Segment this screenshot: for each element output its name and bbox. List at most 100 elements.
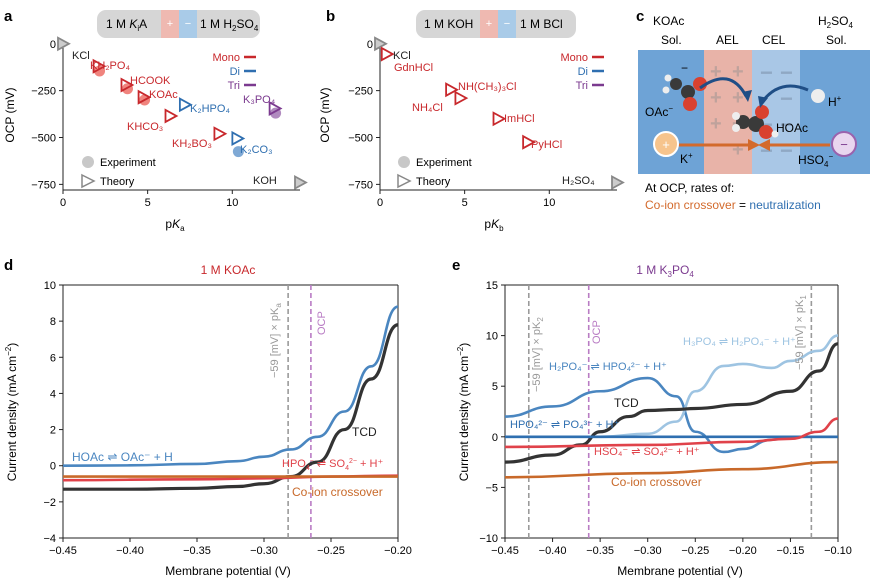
point-label: KH₂PO₄ [90, 60, 130, 72]
e-ylabel: Current density (mA cm−2) [456, 343, 471, 482]
panel-d: d 1 M KOAc −0.45 −0.40 −0.35 −0.30 −0.25 −0.2… [4, 257, 412, 578]
b-header-minus: − [504, 18, 510, 30]
a-xlabel: pKa [165, 217, 185, 233]
panel-e: e 1 M K3PO4 −0.45 −0.40 −0.35 −0.30 −0.25 −0.… [452, 257, 852, 578]
x-tick-label: −0.40 [539, 545, 567, 557]
panel-b-letter: b [326, 8, 335, 25]
y-tick-label: −750 [31, 179, 56, 191]
b-legend-exp: Experiment [416, 157, 472, 169]
c-footer-line1: At OCP, rates of: [645, 181, 734, 195]
d-marks [63, 285, 398, 538]
x-tick-label: −0.25 [317, 545, 345, 557]
x-tick-label: 0 [377, 197, 383, 209]
c-oac: OAc− [645, 104, 673, 119]
c-h2so4: H2SO4 [818, 14, 853, 30]
c-k-arrow-head [748, 139, 760, 151]
b-legend-exp-marker [398, 156, 410, 168]
c-hso4-arrow-head [758, 139, 770, 151]
series-line-crossover [505, 460, 838, 479]
svg-text:−: − [760, 60, 773, 85]
y-tick-label: 0 [367, 39, 373, 51]
d-label-tcd: TCD [352, 425, 377, 439]
e-label-hpo4: HPO₄²⁻ ⇌ PO₄³⁻ + H⁺ [510, 419, 619, 431]
y-tick-label: 4 [50, 388, 56, 400]
series-line-tcd [63, 323, 398, 491]
point-label: K₃PO₄ [243, 94, 276, 106]
e-title: 1 M K3PO4 [636, 263, 694, 279]
theory-point [492, 111, 507, 127]
y-tick-label: 0 [492, 432, 498, 444]
a-legend-theory: Theory [100, 176, 135, 188]
point-label: GdnHCl [394, 62, 433, 74]
panel-d-letter: d [4, 257, 13, 274]
svg-text:+: + [710, 61, 722, 83]
y-tick-label: 0 [50, 461, 56, 473]
c-hoac: HOAc [776, 121, 808, 135]
x-tick-label: 5 [145, 197, 151, 209]
e-xlabel: Membrane potential (V) [617, 564, 742, 578]
series-line-blue [505, 376, 838, 454]
y-tick-label: 5 [492, 381, 498, 393]
b-legend-theory: Theory [416, 176, 451, 188]
b-axes: 0 5 10 0 −250 −500 −750 [348, 39, 617, 209]
theory-point [178, 97, 193, 113]
b-xlabel: pKb [484, 217, 504, 233]
svg-text:+: + [732, 61, 744, 83]
svg-text:+: + [710, 87, 722, 109]
theory-point [294, 174, 308, 191]
svg-text:−: − [780, 86, 793, 111]
theory-point [120, 77, 135, 93]
c-k-ion-sign: + [662, 137, 670, 152]
a-header-plus: + [167, 18, 173, 30]
x-tick-label: −0.45 [491, 545, 519, 557]
b-legend-theory-marker [397, 173, 412, 189]
panel-c-letter: c [636, 8, 644, 25]
c-hso4-ion-sign: − [840, 137, 848, 152]
e-marks [505, 285, 838, 538]
y-tick-label: −500 [348, 133, 373, 145]
y-tick-label: 8 [50, 316, 56, 328]
d-ylabel: Current density (mA cm−2) [4, 343, 19, 482]
x-tick-label: −0.35 [183, 545, 211, 557]
b-ylabel: OCP (mV) [318, 87, 332, 142]
b-header-right: 1 M BCl [520, 17, 563, 31]
x-tick-label: −0.30 [250, 545, 278, 557]
svg-text:−: − [780, 112, 793, 137]
point-label: KOAc [149, 89, 178, 101]
c-oac-arrow-head [742, 90, 752, 102]
y-tick-label: 2 [50, 425, 56, 437]
y-tick-label: 10 [486, 331, 498, 343]
x-tick-label: −0.40 [116, 545, 144, 557]
c-sol-right: Sol. [826, 33, 847, 47]
y-tick-label: −4 [43, 533, 56, 545]
x-tick-label: −0.35 [586, 545, 614, 557]
svg-text:+: + [732, 139, 744, 161]
c-acetate-molecule-icon [662, 74, 707, 111]
a-legend-mono: Mono [212, 52, 240, 64]
point-label: KH₂BO₃ [172, 138, 212, 150]
d-vline-label: −59 [mV] × pKa [269, 303, 283, 378]
panel-a-letter: a [4, 8, 13, 25]
plot-area [505, 285, 838, 538]
b-header-plus: + [486, 18, 492, 30]
c-footer-line2: Co-ion crossover = neutralization [645, 198, 821, 212]
c-k: K+ [680, 151, 693, 166]
experiment-point [232, 146, 244, 158]
x-tick-label: 5 [462, 197, 468, 209]
c-h-arrow-head [758, 96, 768, 108]
c-hoac-molecule-icon [732, 105, 779, 139]
point-label: KCl [72, 50, 90, 62]
d-label-hpo4: HPO4− ⇌ SO42− + H⁺ [282, 458, 383, 472]
c-aem-layer [704, 50, 752, 174]
d-label-crossover: Co-ion crossover [292, 485, 383, 499]
y-tick-label: −250 [31, 86, 56, 98]
series-line-red [505, 417, 838, 449]
theory-point [92, 58, 107, 74]
point-label: KCl [393, 50, 411, 62]
a-legend-tri: Tri [228, 80, 240, 92]
a-header-minus: − [185, 18, 191, 30]
b-header-left: 1 M KOH [424, 17, 473, 31]
d-axes: −0.45 −0.40 −0.35 −0.30 −0.25 −0.20 −4 −2 0 2 4 6 8 1… [43, 280, 411, 557]
d-ocp-label: OCP [316, 311, 328, 335]
theory-point [454, 90, 469, 106]
